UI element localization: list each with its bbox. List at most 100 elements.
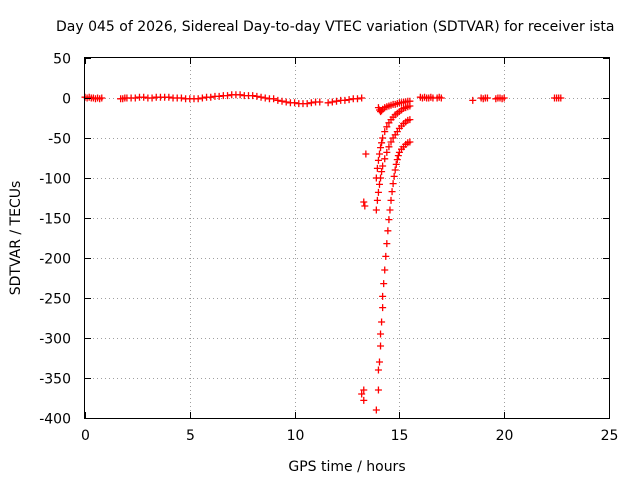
data-point [282, 98, 290, 106]
data-point [373, 196, 381, 204]
data-point [270, 95, 278, 103]
data-point [374, 386, 382, 394]
data-point [140, 93, 148, 101]
data-point [383, 148, 391, 156]
data-point [341, 96, 349, 104]
data-point [257, 93, 265, 101]
data-point [483, 94, 491, 102]
y-axis-label: SDTVAR / TECUs [8, 181, 24, 296]
data-point [391, 166, 399, 174]
y-tick-label: -300 [39, 332, 71, 348]
data-point [375, 150, 383, 158]
x-tick-label: 15 [391, 428, 409, 444]
data-marks [81, 91, 565, 414]
data-point [380, 280, 388, 288]
data-point [381, 155, 389, 163]
data-point [379, 292, 387, 300]
data-point [361, 202, 369, 210]
data-point [148, 94, 156, 102]
data-point [360, 386, 368, 394]
data-point [387, 196, 395, 204]
data-point [381, 128, 389, 136]
data-point [249, 92, 257, 100]
data-point [253, 92, 261, 100]
data-point [387, 138, 395, 146]
data-point [377, 330, 385, 338]
data-point [386, 206, 394, 214]
data-point [274, 96, 282, 104]
data-point [360, 396, 368, 404]
data-point [375, 358, 383, 366]
y-tick-label: 0 [62, 92, 71, 108]
x-tick-label: 25 [601, 428, 619, 444]
data-point [374, 188, 382, 196]
data-point [388, 188, 396, 196]
data-point [378, 107, 386, 115]
data-point [307, 99, 315, 107]
data-point [278, 97, 286, 105]
data-point [384, 227, 392, 235]
data-point [382, 252, 390, 260]
y-tick-label: -250 [39, 292, 71, 308]
x-tick-label: 10 [287, 428, 305, 444]
y-tick-label: -50 [48, 132, 71, 148]
data-point [469, 96, 477, 104]
data-point [345, 96, 353, 104]
y-tick-label: -350 [39, 372, 71, 388]
data-point [406, 138, 414, 146]
data-point [374, 366, 382, 374]
data-point [198, 94, 206, 102]
data-point [381, 266, 389, 274]
data-point [378, 318, 386, 326]
data-point [377, 342, 385, 350]
data-point [385, 143, 393, 151]
data-point [324, 99, 332, 107]
data-point [131, 94, 139, 102]
data-point [215, 92, 223, 100]
data-point [358, 390, 366, 398]
data-point [383, 123, 391, 131]
data-point [291, 99, 299, 107]
data-point [372, 406, 380, 414]
data-point [316, 98, 324, 106]
data-point [390, 172, 398, 180]
data-point [165, 93, 173, 101]
data-point [328, 98, 336, 106]
data-point [557, 94, 565, 102]
data-point [406, 97, 414, 105]
data-point [98, 94, 106, 102]
data-point [207, 93, 215, 101]
data-point [375, 180, 383, 188]
grid-layer [85, 58, 609, 418]
chart-title: Day 045 of 2026, Sidereal Day-to-day VTE… [56, 19, 614, 35]
plot-frame [84, 57, 610, 419]
data-point [406, 116, 414, 124]
x-axis-label: GPS time / hours [288, 459, 405, 475]
x-tick-label: 20 [496, 428, 514, 444]
data-point [389, 180, 397, 188]
data-point [385, 216, 393, 224]
data-point [373, 164, 381, 172]
data-point [362, 150, 370, 158]
y-tick-label: 50 [53, 52, 71, 68]
data-point [394, 152, 402, 160]
data-point [372, 206, 380, 214]
data-point [500, 94, 508, 102]
data-point [377, 144, 385, 152]
y-tick-label: -100 [39, 172, 71, 188]
data-point [360, 198, 368, 206]
data-point [333, 97, 341, 105]
data-point [393, 156, 401, 164]
data-point [379, 304, 387, 312]
data-point [437, 94, 445, 102]
data-point [224, 92, 232, 100]
x-tick-label: 5 [186, 428, 195, 444]
data-point [378, 139, 386, 147]
data-point [392, 160, 400, 168]
data-point [379, 134, 387, 142]
data-point [353, 95, 361, 103]
data-point [374, 156, 382, 164]
data-point [177, 94, 185, 102]
data-point [383, 240, 391, 248]
